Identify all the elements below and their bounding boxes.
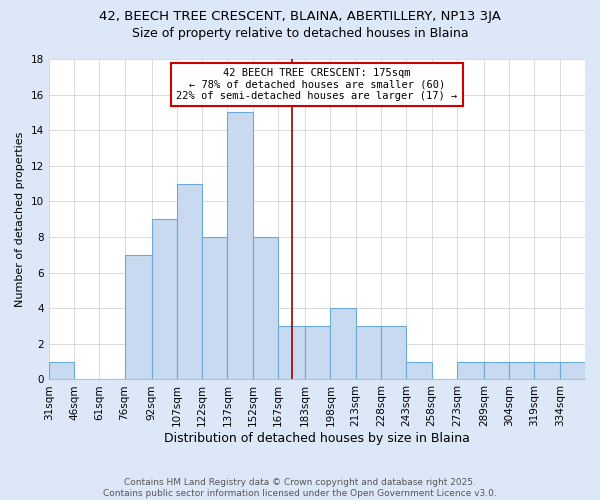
Bar bbox=[381, 326, 406, 380]
Bar bbox=[152, 219, 177, 380]
Text: 42 BEECH TREE CRESCENT: 175sqm
← 78% of detached houses are smaller (60)
22% of : 42 BEECH TREE CRESCENT: 175sqm ← 78% of … bbox=[176, 68, 457, 101]
Text: Contains HM Land Registry data © Crown copyright and database right 2025.
Contai: Contains HM Land Registry data © Crown c… bbox=[103, 478, 497, 498]
X-axis label: Distribution of detached houses by size in Blaina: Distribution of detached houses by size … bbox=[164, 432, 470, 445]
Bar bbox=[253, 237, 278, 380]
Y-axis label: Number of detached properties: Number of detached properties bbox=[15, 132, 25, 307]
Bar bbox=[278, 326, 305, 380]
Bar bbox=[227, 112, 253, 380]
Bar bbox=[49, 362, 74, 380]
Text: Size of property relative to detached houses in Blaina: Size of property relative to detached ho… bbox=[131, 28, 469, 40]
Bar bbox=[177, 184, 202, 380]
Bar bbox=[356, 326, 381, 380]
Bar bbox=[484, 362, 509, 380]
Bar bbox=[509, 362, 535, 380]
Bar bbox=[560, 362, 585, 380]
Bar bbox=[305, 326, 331, 380]
Bar bbox=[457, 362, 484, 380]
Bar bbox=[406, 362, 431, 380]
Bar bbox=[125, 255, 152, 380]
Bar bbox=[202, 237, 227, 380]
Bar bbox=[535, 362, 560, 380]
Text: 42, BEECH TREE CRESCENT, BLAINA, ABERTILLERY, NP13 3JA: 42, BEECH TREE CRESCENT, BLAINA, ABERTIL… bbox=[99, 10, 501, 23]
Bar bbox=[331, 308, 356, 380]
